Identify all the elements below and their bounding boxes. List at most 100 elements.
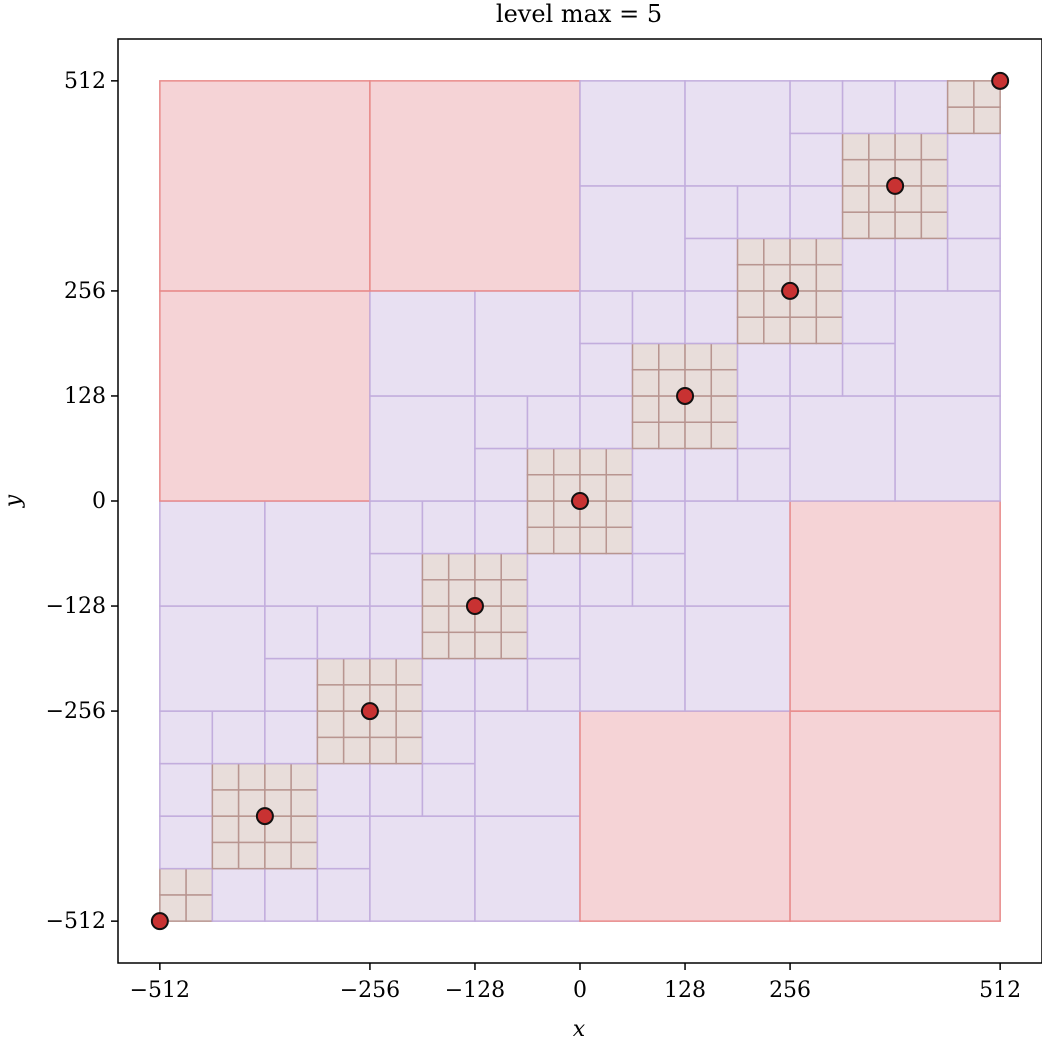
quadtree-cell-level-5 (500, 605, 529, 634)
quadtree-cell-level-5 (841, 185, 870, 213)
quadtree-cell-level-5 (395, 736, 424, 765)
quadtree-cell-level-5 (868, 211, 896, 240)
quadtree-cell-level-5 (185, 894, 214, 922)
quadtree-cell-level-4 (579, 395, 634, 450)
quadtree-cell-level-4 (369, 552, 424, 607)
quadtree-cell-level-5 (920, 185, 949, 213)
quadtree-cell-level-4 (264, 657, 319, 712)
quadtree-cell-level-5 (395, 684, 424, 712)
quadtree-cell-level-4 (316, 867, 371, 922)
x-tick-label: 256 (769, 978, 811, 1003)
quadtree-cell-level-5 (500, 552, 529, 581)
quadtree-cell-level-4 (421, 500, 476, 555)
quadtree-cell-level-5 (815, 290, 844, 318)
x-axis-ticks: −512 −256 −128 0 128 256 512 (130, 963, 1021, 1003)
quadtree-cell-level-5 (973, 106, 1001, 135)
quadtree-cell-level-4 (736, 342, 791, 397)
data-point (676, 386, 695, 405)
quadtree-cell-level-4 (579, 290, 634, 345)
quadtree-cell-level-4 (526, 552, 581, 607)
quadtree-cell-level-5 (684, 421, 713, 450)
quadtree-cell-level-4 (211, 710, 266, 765)
quadtree-cell-level-5 (316, 657, 345, 686)
quadtree-cell-level-5 (631, 421, 660, 450)
quadtree-cell-level-5 (605, 473, 634, 502)
y-axis-ticks: −512 −256 −128 0 128 256 512 (46, 69, 118, 934)
quadtree-cell-level-5 (474, 552, 502, 581)
quadtree-cell-level-5 (631, 368, 660, 397)
quadtree-cell-level-4 (421, 710, 476, 765)
quadtree-cell-level-5 (447, 579, 476, 607)
y-tick-label: −256 (46, 699, 106, 724)
quadtree-cell-level-3 (894, 395, 1001, 502)
quadtree-cell-level-5 (421, 605, 450, 634)
quadtree-cell-level-5 (789, 316, 818, 345)
quadtree-cell-level-5 (763, 237, 791, 266)
quadtree-cell-level-5 (237, 841, 266, 870)
quadtree-cell-level-3 (369, 395, 476, 502)
quadtree-cell-level-5 (579, 526, 608, 555)
quadtree-cell-level-5 (920, 132, 949, 161)
quadtree-cell-level-4 (264, 710, 319, 765)
y-tick-label: 128 (64, 384, 106, 409)
quadtree-cell-level-5 (841, 211, 870, 240)
quadtree-cell-level-2 (789, 710, 1001, 922)
quadtree-cell-level-4 (684, 185, 739, 240)
quadtree-cell-level-5 (290, 789, 319, 817)
quadtree-cell-level-5 (185, 867, 214, 896)
quadtree-cell-level-3 (579, 185, 686, 292)
data-point (150, 912, 169, 931)
quadtree-cell-level-5 (447, 631, 476, 660)
quadtree-cell-level-4 (789, 132, 844, 187)
quadtree-cell-level-5 (894, 132, 923, 161)
quadtree-cell-level-5 (316, 684, 345, 712)
quadtree-cell-level-5 (815, 316, 844, 345)
quadtree-cell-level-3 (894, 290, 1001, 397)
quadtree-cell-level-5 (658, 342, 686, 371)
quadtree-cell-level-4 (421, 762, 476, 817)
quadtree-cell-level-4 (841, 237, 896, 292)
quadtree-cell-level-4 (159, 710, 214, 765)
quadtree-cell-level-5 (684, 342, 713, 371)
quadtree-cell-level-3 (369, 290, 476, 397)
quadtree-cell-level-4 (736, 447, 791, 502)
quadtree-cell-level-4 (526, 657, 581, 712)
quadtree-cell-level-5 (920, 211, 949, 240)
quadtree-cell-level-5 (526, 526, 555, 555)
quadtree-cell-level-2 (159, 290, 371, 502)
quadtree-cell-level-5 (447, 552, 476, 581)
quadtree-cell-level-5 (605, 447, 634, 476)
quadtree-cell-level-3 (159, 500, 266, 607)
y-tick-label: 0 (92, 489, 106, 514)
quadtree-cell-level-5 (946, 80, 975, 108)
quadtree-cell-level-5 (710, 395, 739, 423)
quadtree-cell-level-3 (579, 80, 686, 187)
quadtree-cell-level-4 (946, 185, 1001, 240)
quadtree-cell-level-4 (736, 185, 791, 240)
quadtree-cell-level-5 (474, 631, 502, 660)
quadtree-cell-level-5 (211, 789, 240, 817)
quadtree-cell-level-4 (316, 762, 371, 817)
quadtree-cell-level-5 (736, 237, 765, 266)
quadtree-cell-level-4 (631, 290, 686, 345)
quadtree-cell-level-4 (526, 395, 581, 450)
x-axis-label: x (573, 1017, 586, 1042)
quadtree-cell-level-3 (159, 605, 266, 712)
quadtree-cell-level-4 (316, 605, 371, 660)
quadtree-cell-level-4 (841, 80, 896, 135)
quadtree-cell-level-5 (421, 579, 450, 607)
quadtree-cell-level-5 (264, 762, 292, 791)
quadtree-cell-level-3 (264, 500, 371, 607)
quadtree-cell-level-5 (710, 368, 739, 397)
quadtree-cell-level-4 (159, 815, 214, 870)
quadtree-cell-level-5 (526, 500, 555, 529)
quadtree-cell-level-4 (789, 342, 844, 397)
quadtree-cell-level-5 (868, 132, 896, 161)
quadtree-cell-level-4 (894, 237, 949, 292)
quadtree-cell-level-5 (894, 211, 923, 240)
data-point (465, 597, 484, 616)
quadtree-cell-level-5 (211, 841, 240, 870)
quadtree-cell-level-4 (894, 80, 949, 135)
quadtree-cell-level-5 (211, 815, 240, 844)
data-point (360, 702, 379, 721)
